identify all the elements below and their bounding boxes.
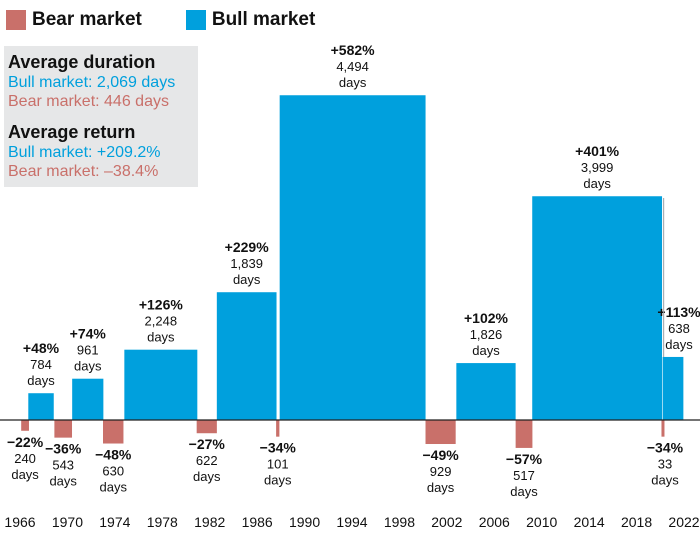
bull-duration-label: 961 (77, 343, 99, 358)
x-tick-label: 2010 (526, 514, 557, 530)
bear-duration-label: 101 (267, 457, 289, 472)
bear-days-label: days (193, 469, 221, 484)
bear-return: Bear market: –38.4% (8, 163, 159, 180)
bull-duration-label: 1,839 (230, 256, 263, 271)
x-tick-label: 1994 (336, 514, 367, 530)
bear-days-label: days (99, 480, 127, 495)
bear-bar (54, 420, 73, 438)
legend-item-bull: Bull market (185, 9, 316, 31)
bear-swatch-icon (6, 10, 26, 30)
bear-bar (425, 420, 456, 445)
x-tick-label: 1982 (194, 514, 225, 530)
bear-duration-label: 33 (658, 457, 672, 472)
bull-return: Bull market: +209.2% (8, 144, 161, 161)
bear-duration-label: 543 (52, 458, 74, 473)
bull-duration-label: 4,494 (336, 59, 369, 74)
bull-days-label: days (147, 330, 175, 345)
legend-label-bull: Bull market (211, 9, 316, 30)
bull-days-label: days (583, 176, 611, 191)
bull-return-label: +102% (464, 310, 509, 326)
bull-duration-label: 1,826 (470, 327, 503, 342)
bear-bar (196, 420, 217, 434)
bear-duration-label: 240 (14, 451, 36, 466)
bear-return-label: −22% (7, 434, 44, 450)
bear-days-label: days (427, 480, 455, 495)
x-tick-label: 1978 (147, 514, 178, 530)
x-tick-label: 1998 (384, 514, 415, 530)
bull-return-label: +126% (139, 297, 184, 313)
bear-return-label: −48% (95, 447, 132, 463)
return-heading: Average return (8, 122, 136, 142)
bear-days-label: days (11, 467, 39, 482)
x-tick-label: 2002 (431, 514, 462, 530)
duration-heading: Average duration (8, 52, 156, 72)
x-tick-label: 2006 (479, 514, 510, 530)
averages-panel: Average duration Bull market: 2,069 days… (4, 46, 198, 187)
bear-return-label: −34% (647, 440, 684, 456)
x-tick-label: 2018 (621, 514, 652, 530)
bull-return-label: +113% (657, 304, 700, 320)
bull-return-label: +582% (331, 42, 376, 58)
bull-days-label: days (665, 337, 693, 352)
bull-swatch-icon (185, 10, 206, 30)
legend-item-bear: Bear market (6, 9, 142, 31)
bull-duration: Bull market: 2,069 days (8, 74, 176, 91)
bull-bar (456, 363, 516, 420)
legend-label-bear: Bear market (32, 9, 142, 30)
x-tick-label: 1966 (4, 514, 35, 530)
bear-days-label: days (264, 473, 292, 488)
bull-days-label: days (74, 359, 102, 374)
bear-duration: Bear market: 446 days (8, 93, 169, 110)
bull-duration-label: 638 (668, 321, 690, 336)
x-tick-label: 2022 (668, 514, 699, 530)
bull-bar (72, 378, 104, 420)
bull-bar (279, 95, 426, 420)
bull-days-label: days (233, 272, 261, 287)
bear-days-label: days (510, 484, 538, 499)
bear-days-label: days (49, 474, 77, 489)
bear-bar (276, 420, 280, 437)
bull-return-label: +74% (70, 326, 107, 342)
bear-bar (21, 420, 29, 431)
x-tick-label: 1986 (242, 514, 273, 530)
bear-duration-label: 929 (430, 464, 452, 479)
legend: Bear market Bull market (6, 8, 359, 32)
bull-bar (124, 349, 198, 420)
bull-bar (532, 196, 663, 420)
bear-duration-label: 622 (196, 453, 218, 468)
bear-bar (661, 420, 665, 437)
bear-return-label: −36% (45, 441, 82, 457)
bear-bar (515, 420, 533, 448)
bull-return-label: +48% (23, 340, 60, 356)
bear-duration-label: 517 (513, 468, 535, 483)
bear-bar (103, 420, 124, 444)
bull-duration-label: 3,999 (581, 160, 614, 175)
bear-return-label: −57% (506, 451, 543, 467)
x-tick-label: 1970 (52, 514, 83, 530)
bear-return-label: −27% (189, 436, 226, 452)
bear-return-label: −49% (422, 447, 459, 463)
bull-return-label: +229% (225, 239, 270, 255)
bull-bar (28, 393, 54, 420)
bull-duration-label: 2,248 (145, 314, 178, 329)
bull-bar (216, 292, 277, 420)
x-tick-label: 1990 (289, 514, 320, 530)
bull-return-label: +401% (575, 143, 620, 159)
x-tick-label: 2014 (574, 514, 605, 530)
bear-days-label: days (651, 473, 679, 488)
bear-return-label: −34% (260, 440, 297, 456)
bull-days-label: days (472, 343, 500, 358)
x-tick-label: 1974 (99, 514, 130, 530)
bull-duration-label: 784 (30, 357, 52, 372)
bear-duration-label: 630 (102, 464, 124, 479)
bull-days-label: days (339, 75, 367, 90)
bull-bar (662, 356, 684, 420)
bull-days-label: days (27, 373, 55, 388)
